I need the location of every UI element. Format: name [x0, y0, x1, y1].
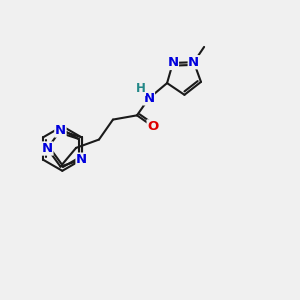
Text: O: O	[147, 120, 158, 133]
Text: N: N	[167, 56, 178, 69]
Text: N: N	[42, 142, 53, 155]
Text: N: N	[143, 92, 155, 105]
Text: H: H	[136, 82, 146, 95]
Text: N: N	[188, 56, 200, 69]
Text: N: N	[55, 124, 66, 137]
Text: N: N	[76, 153, 87, 166]
